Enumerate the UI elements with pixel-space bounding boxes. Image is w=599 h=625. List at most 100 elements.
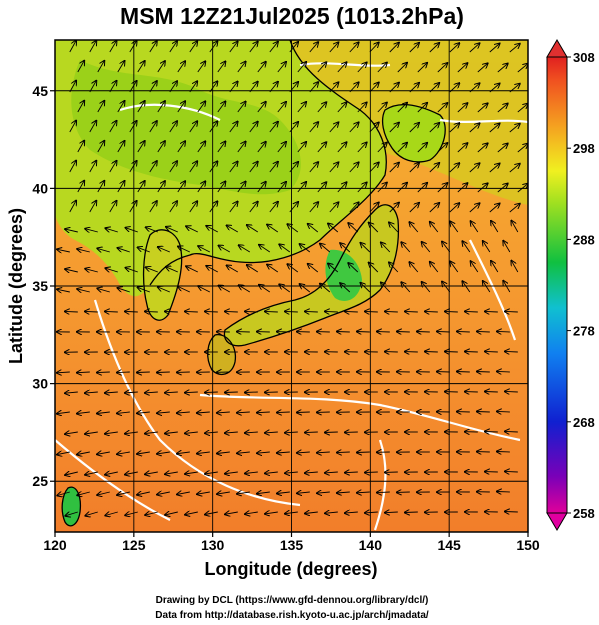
wind-arrow <box>65 311 78 312</box>
wind-arrow <box>249 202 258 213</box>
wind-arrow <box>129 41 137 53</box>
wind-arrow <box>505 391 518 392</box>
wind-arrow <box>146 227 158 233</box>
wind-arrow <box>85 229 98 232</box>
wind-arrow <box>209 81 218 93</box>
credit-drawing: Drawing by DCL (https://www.gfd-dennou.o… <box>156 595 429 606</box>
colorbar-min-arrow <box>546 512 568 531</box>
wind-arrow <box>317 102 327 113</box>
wind-arrow <box>449 43 460 53</box>
wind-arrow <box>300 284 311 293</box>
wind-arrow <box>357 63 367 73</box>
wind-arrow <box>265 472 278 473</box>
wind-arrow <box>89 201 97 213</box>
wind-arrow <box>225 512 238 514</box>
wind-arrow <box>77 452 90 455</box>
wind-arrow <box>337 492 350 493</box>
wind-arrow <box>511 261 519 273</box>
wind-arrow <box>185 472 198 474</box>
x-axis-ticks: 120 125 130 135 140 145 150 <box>43 537 540 553</box>
wind-arrow <box>146 267 158 273</box>
wind-arrow <box>217 412 230 413</box>
wind-arrow <box>77 372 90 373</box>
wind-arrow <box>349 42 359 53</box>
wind-arrow <box>257 412 270 413</box>
wind-arrow <box>337 332 350 333</box>
wind-arrow <box>117 412 130 413</box>
wind-arrow <box>269 162 278 173</box>
wind-arrow <box>377 63 387 73</box>
wind-arrow <box>189 81 197 93</box>
wind-arrow <box>348 263 359 273</box>
contour-line <box>93 299 301 507</box>
x-tick-label: 130 <box>201 537 225 553</box>
wind-arrow <box>477 412 490 413</box>
wind-arrow <box>158 247 170 253</box>
wind-arrow <box>85 512 98 516</box>
wind-arrow <box>125 472 138 475</box>
wind-arrow <box>369 123 379 133</box>
wind-arrow <box>471 261 479 273</box>
wind-arrow <box>365 311 378 312</box>
wind-arrow <box>69 201 76 213</box>
wind-arrow <box>417 103 427 113</box>
wind-arrow <box>325 512 338 513</box>
wind-arrow <box>445 311 458 312</box>
wind-arrow <box>129 201 137 213</box>
wind-arrow <box>109 161 117 173</box>
wind-arrow <box>279 244 291 253</box>
wind-arrow <box>69 161 76 173</box>
wind-arrow <box>349 202 359 213</box>
wind-arrow <box>337 182 347 193</box>
wind-arrow <box>308 224 319 233</box>
wind-arrow <box>257 452 270 453</box>
wind-arrow <box>397 63 407 73</box>
wind-arrow <box>357 332 370 333</box>
wind-arrow <box>497 371 510 372</box>
wind-arrow <box>149 81 157 93</box>
axis-tick-marks <box>50 90 529 537</box>
wind-arrow <box>517 64 528 73</box>
y-tick-label: 30 <box>32 376 48 392</box>
wind-arrow <box>469 203 480 213</box>
wind-arrow <box>169 201 177 213</box>
wind-arrow <box>145 432 158 434</box>
y-tick-label: 25 <box>32 473 48 489</box>
korea-peninsula <box>143 229 182 321</box>
wind-arrow <box>485 351 498 352</box>
wind-arrow <box>249 82 258 93</box>
wind-arrow <box>471 221 479 233</box>
wind-arrow <box>320 244 331 253</box>
continent-coastline <box>149 40 387 286</box>
wind-arrow <box>217 182 226 193</box>
wind-arrow <box>138 247 150 253</box>
x-tick-label: 150 <box>516 537 540 553</box>
wind-arrow <box>237 62 246 73</box>
continent-interior-cool <box>71 60 301 195</box>
wind-arrow <box>117 141 125 153</box>
wind-arrow <box>429 203 439 213</box>
wind-arrow <box>389 163 399 173</box>
kyushu-island <box>207 334 236 375</box>
wind-arrow <box>465 352 478 353</box>
wind-arrow <box>197 181 206 193</box>
wind-arrow <box>89 81 97 93</box>
wind-arrow <box>409 203 419 213</box>
wind-arrow <box>497 452 510 453</box>
wind-arrow <box>157 492 170 495</box>
wind-arrow <box>305 311 318 312</box>
y-tick-label: 35 <box>32 278 48 294</box>
wind-arrow <box>365 472 378 473</box>
colorbar-tick-label: 308 <box>573 50 595 65</box>
y-axis-label: Latitude (degrees) <box>6 208 26 364</box>
wind-arrow <box>349 122 359 133</box>
wind-arrow <box>309 202 318 213</box>
wind-arrow <box>277 452 290 453</box>
wind-arrow <box>117 61 125 73</box>
wind-arrow <box>97 248 110 252</box>
wind-arrow <box>219 246 231 253</box>
wind-arrow <box>239 245 251 253</box>
wind-arrow <box>305 432 318 433</box>
wind-arrow <box>277 62 286 73</box>
wind-arrow <box>462 281 471 293</box>
